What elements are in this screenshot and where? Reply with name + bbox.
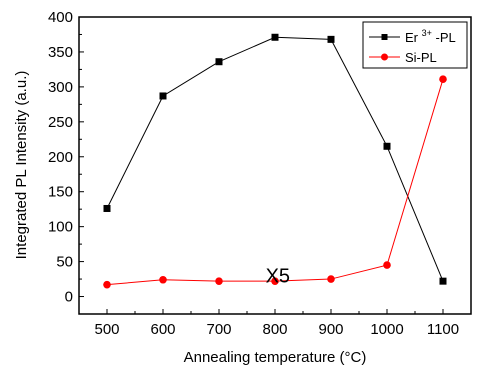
series-1-point-500 [103, 280, 111, 289]
y-tick-label-0: 0 [65, 289, 73, 306]
y-axis-title: Integrated PL Intensity (a.u.) [13, 71, 30, 260]
y-axis: 0 50 100 150 200 250 300 350 400 [48, 9, 84, 315]
y-tick-label-150: 150 [48, 184, 73, 201]
y-tick-label-300: 300 [48, 79, 73, 96]
y-tick-label-50: 50 [56, 254, 73, 271]
legend-label-er-sup: 3+ [422, 28, 432, 38]
x-tick-label-900: 900 [318, 321, 343, 338]
series-1-point-600 [159, 275, 167, 284]
y-tick-label-350: 350 [48, 44, 73, 61]
series-1-point-1100 [439, 75, 447, 83]
y-tick-label-200: 200 [48, 149, 73, 166]
y-tick-label-100: 100 [48, 219, 73, 236]
series-1-point-900 [327, 275, 335, 283]
series-layer [103, 33, 447, 289]
y-tick-label-400: 400 [48, 9, 73, 26]
annotation-x5: X5 [266, 266, 290, 288]
y-tick-label-250: 250 [48, 114, 73, 131]
legend-marker-si [381, 53, 388, 61]
legend-marker-er [381, 34, 388, 40]
legend-box [362, 21, 468, 69]
series-0-point-700 [215, 58, 223, 66]
legend-label-er-base: Er [405, 30, 419, 45]
x-tick-label-1000: 1000 [370, 321, 403, 338]
legend: Er 3+ -PL Si-PL [362, 21, 468, 69]
legend-label-er-tail: -PL [436, 30, 456, 45]
x-tick-label-600: 600 [150, 321, 175, 338]
legend-label-si: Si-PL [405, 50, 437, 65]
series-1-point-1000 [383, 261, 391, 269]
series-1-point-800 [271, 277, 279, 285]
series-0-point-1000 [383, 142, 391, 150]
legend-label-er: Er 3+ -PL [405, 24, 456, 45]
x-tick-label-800: 800 [262, 321, 287, 338]
series-1-point-700 [215, 277, 223, 285]
series-line-0 [106, 36, 444, 282]
x-tick-label-500: 500 [94, 321, 119, 338]
x-tick-label-1100: 1100 [427, 321, 459, 338]
series-0-point-900 [327, 35, 335, 43]
x-tick-label-700: 700 [206, 321, 231, 338]
series-0-point-500 [103, 204, 111, 212]
series-0-point-1100 [439, 277, 447, 285]
x-axis-title: Annealing temperature (°C) [184, 349, 367, 366]
series-0-point-800 [271, 33, 279, 41]
x-axis: 500 600 700 800 900 1000 1100 [78, 309, 472, 338]
series-line-1 [106, 79, 444, 286]
series-0-point-600 [159, 92, 167, 100]
